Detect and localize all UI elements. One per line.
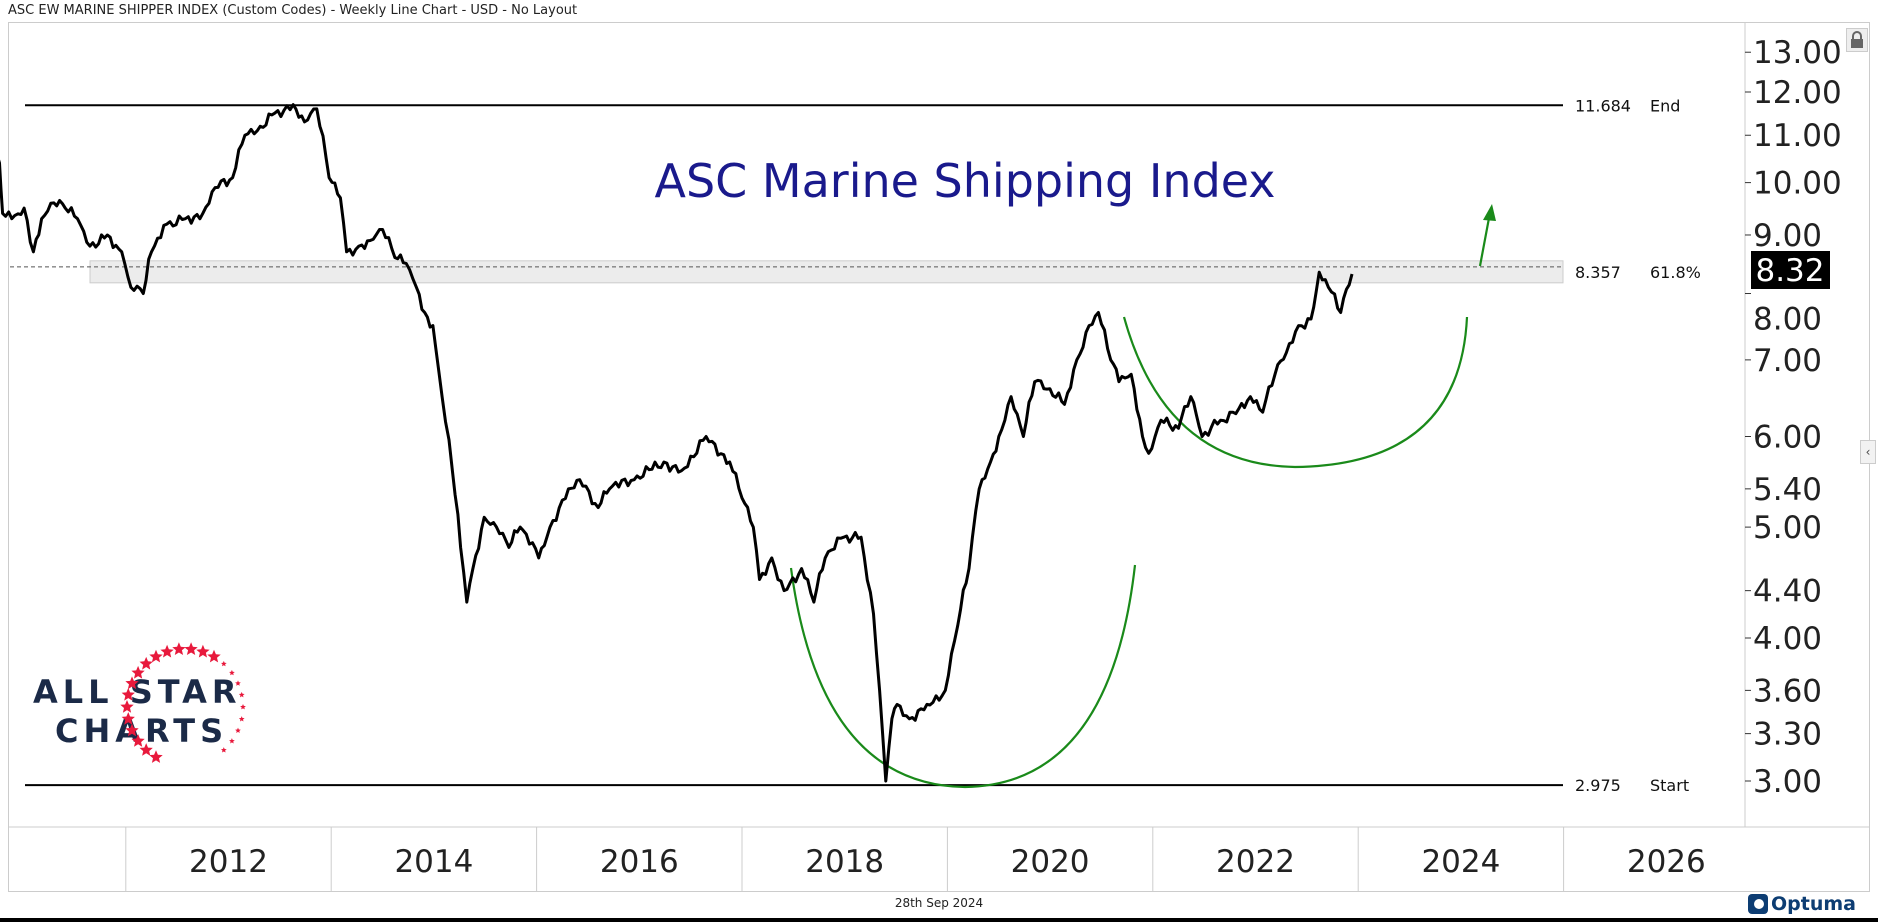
level-value: 11.684 bbox=[1575, 96, 1631, 115]
y-tick-label: 11.00 bbox=[1753, 118, 1842, 154]
star-icon bbox=[120, 700, 134, 713]
star-icon bbox=[139, 656, 153, 670]
fib-zone-band bbox=[89, 260, 1564, 284]
y-axis-ticks: 13.00 12.00 11.00 10.00 9.00 8.00 7.00 6.00 5.40… bbox=[1745, 35, 1842, 800]
star-icon bbox=[221, 660, 227, 667]
level-value: 2.975 bbox=[1575, 776, 1621, 795]
star-icon bbox=[172, 642, 186, 655]
star-icon bbox=[149, 649, 163, 663]
star-icon bbox=[240, 704, 246, 710]
all-star-charts-logo: ALL STAR CHARTS bbox=[33, 642, 246, 763]
star-icon bbox=[149, 750, 163, 763]
star-icon bbox=[160, 644, 174, 658]
optuma-icon bbox=[1748, 894, 1769, 914]
star-icon bbox=[121, 687, 135, 701]
lock-icon[interactable] bbox=[1846, 28, 1868, 52]
up-arrow-head bbox=[1483, 204, 1496, 221]
collapse-panel-chevron-icon[interactable]: ‹ bbox=[1860, 440, 1876, 464]
y-tick-label: 3.30 bbox=[1753, 717, 1822, 753]
star-icon bbox=[229, 738, 235, 744]
star-icon bbox=[196, 644, 210, 658]
star-icon bbox=[207, 649, 221, 663]
star-icon bbox=[125, 676, 139, 690]
x-tick-label: 2026 bbox=[1627, 844, 1706, 880]
y-tick-label: 8.00 bbox=[1753, 302, 1822, 338]
y-tick-label: 13.00 bbox=[1753, 35, 1842, 71]
price-series-line bbox=[0, 103, 1354, 783]
optuma-brand: Optuma bbox=[1771, 893, 1856, 915]
chart-title: ASC Marine Shipping Index bbox=[655, 154, 1276, 208]
level-tag: End bbox=[1650, 96, 1680, 115]
last-value-label: 8.32 bbox=[1755, 253, 1824, 289]
x-tick-label: 2012 bbox=[189, 844, 268, 880]
y-tick-label: 4.00 bbox=[1753, 621, 1822, 657]
logo-stars bbox=[120, 642, 246, 763]
y-tick-label: 5.40 bbox=[1753, 472, 1822, 508]
x-tick-label: 2022 bbox=[1216, 844, 1295, 880]
star-icon bbox=[131, 734, 145, 747]
y-tick-label: 6.00 bbox=[1753, 419, 1822, 455]
chart-date: 28th Sep 2024 bbox=[894, 896, 984, 910]
last-value-badge: 8.32 bbox=[1751, 251, 1830, 289]
optuma-logo: Optuma bbox=[1748, 893, 1856, 915]
y-tick-label: 10.00 bbox=[1753, 166, 1842, 202]
rounding-bottom-arc-2023 bbox=[1122, 316, 1469, 469]
y-tick-label: 7.00 bbox=[1753, 343, 1822, 379]
y-tick-label: 3.60 bbox=[1753, 673, 1822, 709]
chart-header-title: ASC EW MARINE SHIPPER INDEX (Custom Code… bbox=[8, 3, 578, 18]
star-icon bbox=[139, 743, 153, 756]
y-tick-label: 9.00 bbox=[1753, 218, 1822, 254]
x-tick-label: 2024 bbox=[1421, 844, 1500, 880]
x-tick-label: 2018 bbox=[805, 844, 884, 880]
star-icon bbox=[184, 642, 198, 655]
star-icon bbox=[229, 669, 235, 676]
arc-annotations bbox=[789, 204, 1496, 789]
star-icon bbox=[238, 716, 245, 722]
star-icon bbox=[125, 723, 139, 737]
star-icon bbox=[235, 727, 241, 733]
star-icon bbox=[131, 665, 145, 679]
level-tag: Start bbox=[1650, 776, 1689, 795]
level-value: 8.357 bbox=[1575, 263, 1621, 282]
star-icon bbox=[238, 691, 245, 698]
level-tag: 61.8% bbox=[1650, 263, 1701, 282]
y-tick-label: 3.00 bbox=[1753, 764, 1822, 800]
star-icon bbox=[121, 712, 135, 725]
star-icon bbox=[235, 680, 241, 686]
y-tick-label: 4.40 bbox=[1753, 574, 1822, 610]
logo-line1: ALL STAR bbox=[33, 673, 241, 711]
bottom-bar bbox=[0, 918, 1878, 922]
y-tick-label: 12.00 bbox=[1753, 75, 1842, 111]
x-tick-label: 2020 bbox=[1011, 844, 1090, 880]
level-lines: 11.684 End 8.357 61.8% 2.975 Start bbox=[10, 96, 1701, 795]
rounding-bottom-arc-2020 bbox=[789, 564, 1137, 789]
x-tick-label: 2014 bbox=[394, 844, 473, 880]
star-icon bbox=[221, 747, 227, 753]
x-tick-label: 2016 bbox=[600, 844, 679, 880]
x-axis-ticks: 2012 2014 2016 2018 2020 2022 2024 2026 bbox=[125, 827, 1706, 892]
y-tick-label: 5.00 bbox=[1753, 510, 1822, 546]
up-arrow bbox=[1478, 217, 1491, 267]
